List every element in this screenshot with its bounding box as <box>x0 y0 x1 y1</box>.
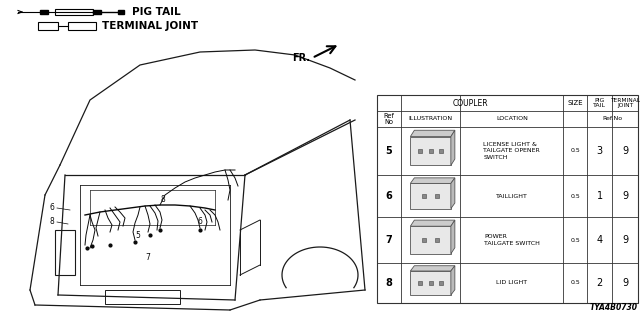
Polygon shape <box>410 130 455 137</box>
Text: PIG
TAIL: PIG TAIL <box>593 98 606 108</box>
Text: TERMINAL
JOINT: TERMINAL JOINT <box>610 98 640 108</box>
Bar <box>439 281 443 285</box>
Text: 0.5: 0.5 <box>570 148 580 154</box>
Polygon shape <box>451 178 455 209</box>
Bar <box>429 281 433 285</box>
Text: 1: 1 <box>596 191 603 201</box>
Text: 3: 3 <box>596 146 603 156</box>
Text: 5: 5 <box>385 146 392 156</box>
Text: 0.5: 0.5 <box>570 194 580 198</box>
Text: 6: 6 <box>385 191 392 201</box>
Text: 9: 9 <box>622 235 628 245</box>
Text: 0.5: 0.5 <box>570 281 580 285</box>
Bar <box>38 22 58 30</box>
Bar <box>419 149 422 153</box>
Text: SIZE: SIZE <box>568 100 583 106</box>
Text: TYA4B0730: TYA4B0730 <box>590 303 638 312</box>
Text: 9: 9 <box>622 278 628 288</box>
Text: TAILLIGHT: TAILLIGHT <box>496 194 528 198</box>
Bar <box>105 290 180 304</box>
Polygon shape <box>451 266 455 295</box>
Text: 9: 9 <box>622 191 628 201</box>
Text: LOCATION: LOCATION <box>496 116 528 122</box>
Text: 9: 9 <box>622 146 628 156</box>
Bar <box>422 194 426 198</box>
Text: FR.: FR. <box>292 53 310 63</box>
Bar <box>68 22 96 30</box>
Bar <box>422 238 426 242</box>
Text: 8: 8 <box>50 218 54 227</box>
Text: 2: 2 <box>596 278 603 288</box>
Bar <box>439 149 443 153</box>
Text: 5: 5 <box>136 230 140 239</box>
Text: 4: 4 <box>596 235 603 245</box>
Polygon shape <box>410 220 455 226</box>
Text: Ref.No: Ref.No <box>602 116 623 122</box>
Text: 6: 6 <box>198 218 202 227</box>
Bar <box>377 95 638 303</box>
Bar <box>55 230 75 275</box>
Bar <box>410 226 451 254</box>
Bar <box>93 10 101 14</box>
Bar <box>118 10 124 14</box>
Text: TERMINAL JOINT: TERMINAL JOINT <box>102 21 198 31</box>
Polygon shape <box>410 266 455 271</box>
Polygon shape <box>451 130 455 165</box>
Bar <box>410 137 451 165</box>
Bar <box>419 281 422 285</box>
Text: PIG TAIL: PIG TAIL <box>132 7 180 17</box>
Text: COUPLER: COUPLER <box>452 99 488 108</box>
Text: Ref
No: Ref No <box>383 113 394 125</box>
Bar <box>55 9 93 15</box>
Text: 8: 8 <box>161 196 165 204</box>
Bar <box>40 10 48 14</box>
Polygon shape <box>451 220 455 254</box>
Text: 7: 7 <box>385 235 392 245</box>
Text: POWER
TAILGATE SWITCH: POWER TAILGATE SWITCH <box>484 234 540 246</box>
Polygon shape <box>410 178 455 183</box>
Text: 0.5: 0.5 <box>570 237 580 243</box>
Text: LICENSE LIGHT &
TAILGATE OPENER
SWITCH: LICENSE LIGHT & TAILGATE OPENER SWITCH <box>483 142 540 160</box>
Text: ILLUSTRATION: ILLUSTRATION <box>408 116 452 122</box>
Text: LID LIGHT: LID LIGHT <box>496 281 527 285</box>
Bar <box>410 271 451 295</box>
Bar <box>429 149 433 153</box>
Text: 6: 6 <box>49 204 54 212</box>
Text: 8: 8 <box>385 278 392 288</box>
Text: 7: 7 <box>145 253 150 262</box>
Bar <box>435 238 439 242</box>
Bar <box>410 183 451 209</box>
Bar <box>435 194 439 198</box>
